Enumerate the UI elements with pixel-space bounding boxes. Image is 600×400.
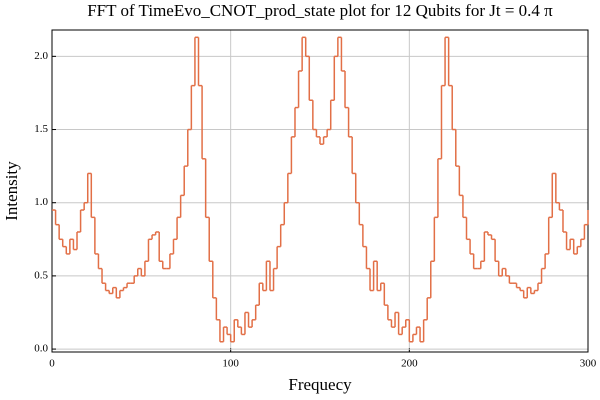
x-tick-label: 100 — [222, 358, 239, 370]
y-axis-label: Intensity — [2, 161, 21, 221]
step-riser — [54, 37, 589, 342]
x-tick-label: 0 — [49, 358, 55, 370]
y-tick-label: 0.5 — [34, 269, 48, 281]
chart-title: FFT of TimeEvo_CNOT_prod_state plot for … — [87, 1, 553, 20]
y-tick-label: 0.0 — [34, 343, 48, 355]
y-tick-label: 2.0 — [34, 50, 48, 62]
y-tick-label: 1.0 — [34, 196, 48, 208]
plot-frame — [51, 29, 589, 353]
x-tick-label: 200 — [401, 358, 418, 370]
x-tick-label: 300 — [580, 358, 597, 370]
y-tick-label: 1.5 — [34, 123, 48, 135]
x-axis-label: Frequecy — [288, 375, 352, 394]
